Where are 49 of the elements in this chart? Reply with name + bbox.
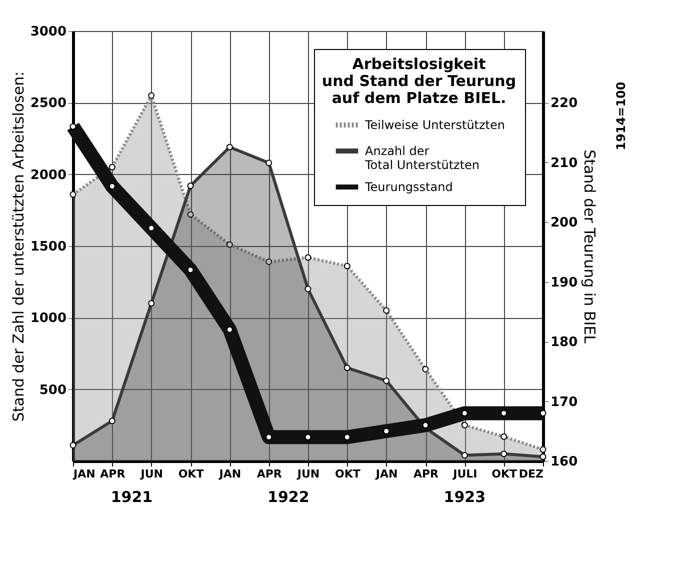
y2-tick-label: 160 [550,454,578,470]
x-tick-label: APR [256,468,282,480]
y-tick-label: 3000 [30,24,66,40]
y2-axis-title: Stand der Teurung in BIEL [580,150,599,344]
y2-tick-label: 190 [550,275,578,290]
y-tick-label: 2000 [30,168,66,183]
y-tick-label: 500 [39,382,66,398]
x-tick-label: OKT [492,468,518,480]
point [148,224,155,232]
x-tick-label: JAN [374,468,398,480]
text: 1921 [110,488,153,506]
x-tick-label: JAN [218,468,242,480]
text: 1923 [444,488,486,506]
text: 1922 [268,488,310,506]
text: 1914=100 [614,82,628,150]
legend-label: Teurungsstand [364,180,453,194]
point [108,183,116,190]
point [461,410,468,416]
point [187,266,194,274]
y-tick-label: 2500 [30,96,66,112]
legend-label: Teilweise Unterstützten [364,118,505,132]
x-tick-label: JULI [452,468,478,480]
point [304,434,312,440]
point [540,410,546,416]
y-tick-label: 1000 [30,311,66,326]
x-tick-label: OKT [178,468,204,480]
y-axis-title: Stand der Zahl der unterstützten Arbeitslosen: [9,71,28,422]
x-tick-label: OKT [334,468,361,480]
point [422,422,429,428]
x-tick-label: APR [100,468,126,480]
point [383,428,390,434]
y2-tick-label: 210 [550,156,578,171]
y2-tick-label: 180 [550,335,578,350]
x-tick-label: JUN [296,468,320,480]
point [266,434,272,440]
y2-tick-label: 200 [550,216,578,231]
text: Arbeitslosigkeit und Stand der Teurung auf dem Platze BIEL. [322,55,516,107]
x-tick-label: APR [413,468,440,480]
x-tick-label: DEZ [518,468,544,480]
y2-tick-label: 220 [550,96,578,112]
point [344,434,350,440]
point [500,410,508,416]
point [70,123,76,130]
y-tick-label: 1500 [30,240,66,254]
y2-tick-label: 170 [550,394,578,410]
point [226,326,233,333]
x-tick-label: JAN [72,468,96,480]
x-tick-label: JUN [140,468,163,480]
legend-label: Anzahl der Total Unterstützten [364,144,480,172]
